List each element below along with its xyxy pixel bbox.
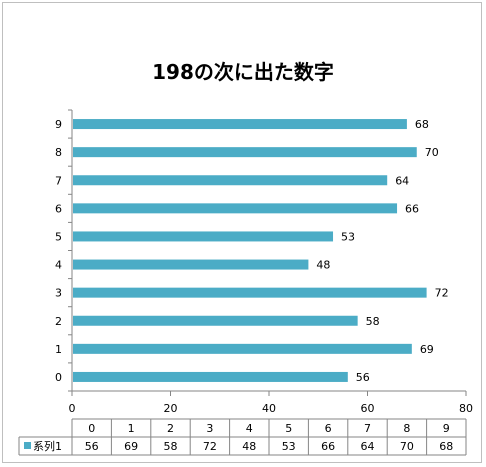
data-label: 72 <box>435 287 449 300</box>
y-tick-label: 5 <box>55 230 62 243</box>
table-value-cell: 70 <box>400 440 414 453</box>
data-label: 69 <box>420 343 434 356</box>
table-value-cell: 72 <box>203 440 217 453</box>
table-header-cell: 5 <box>285 422 292 435</box>
table-value-cell: 56 <box>85 440 99 453</box>
table-value-cell: 69 <box>124 440 138 453</box>
x-tick-label: 0 <box>69 402 76 415</box>
table-header-cell: 0 <box>88 422 95 435</box>
bar-9 <box>73 119 407 130</box>
y-tick-label: 2 <box>55 315 62 328</box>
data-label: 70 <box>425 146 439 159</box>
y-tick-label: 3 <box>55 287 62 300</box>
data-label: 58 <box>366 315 380 328</box>
y-tick-label: 8 <box>55 146 62 159</box>
y-tick-label: 7 <box>55 174 62 187</box>
series-name: 系列1 <box>33 439 62 453</box>
legend-key <box>24 442 31 449</box>
x-tick-label: 80 <box>459 402 473 415</box>
bar-5 <box>73 231 334 242</box>
table-value-cell: 66 <box>321 440 335 453</box>
bar-7 <box>73 175 388 186</box>
bar-0 <box>73 371 348 382</box>
x-tick-label: 40 <box>262 402 276 415</box>
table-value-cell: 58 <box>164 440 178 453</box>
table-value-cell: 48 <box>242 440 256 453</box>
table-header-cell: 7 <box>364 422 371 435</box>
bar-3 <box>73 287 427 298</box>
bar-2 <box>73 315 358 326</box>
table-header-cell: 6 <box>325 422 332 435</box>
table-header-cell: 4 <box>246 422 253 435</box>
y-tick-label: 6 <box>55 202 62 215</box>
bar-8 <box>73 147 417 158</box>
data-label: 66 <box>405 202 419 215</box>
y-tick-label: 0 <box>55 371 62 384</box>
y-tick-label: 1 <box>55 343 62 356</box>
table-value-cell: 64 <box>361 440 375 453</box>
table-header-cell: 3 <box>206 422 213 435</box>
table-header-cell: 1 <box>128 422 135 435</box>
x-tick-label: 20 <box>164 402 178 415</box>
y-tick-label: 9 <box>55 118 62 131</box>
data-label: 53 <box>341 230 355 243</box>
bar-1 <box>73 343 412 354</box>
bar-4 <box>73 259 309 270</box>
data-label: 48 <box>316 259 330 272</box>
data-label: 68 <box>415 118 429 131</box>
table-header-cell: 9 <box>443 422 450 435</box>
data-label: 64 <box>395 174 409 187</box>
chart-title: 198の次に出た数字 <box>152 60 334 84</box>
table-value-cell: 68 <box>439 440 453 453</box>
bar-6 <box>73 203 398 214</box>
data-label: 56 <box>356 371 370 384</box>
x-tick-label: 60 <box>361 402 375 415</box>
table-value-cell: 53 <box>282 440 296 453</box>
table-header-cell: 8 <box>403 422 410 435</box>
y-tick-label: 4 <box>55 259 62 272</box>
table-header-cell: 2 <box>167 422 174 435</box>
